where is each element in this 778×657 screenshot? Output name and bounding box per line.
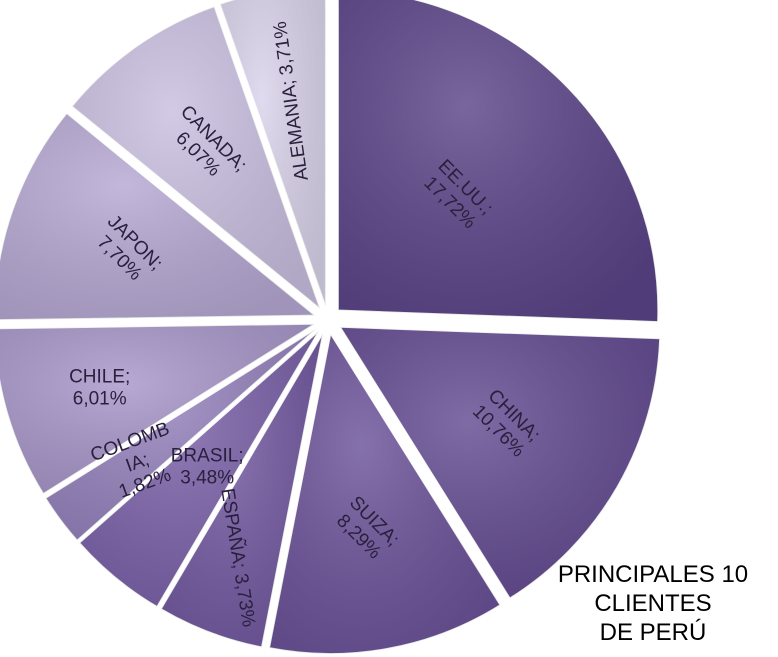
slice-chile-shading: [0, 323, 315, 494]
slice-espa-a: [159, 332, 324, 649]
slice-espa-a-shading: [161, 333, 324, 648]
chart-title-line-2: CLIENTES: [594, 590, 712, 617]
slice-japon: [0, 112, 317, 321]
chart-title-line-3: DE PERÚ: [599, 619, 707, 646]
slice-china: [338, 326, 661, 600]
slice-ee-uu-: [337, 0, 659, 323]
slice-suiza: [268, 331, 502, 655]
slice-brasil-shading: [79, 330, 320, 607]
slice-canada: [70, 5, 322, 311]
slice-brasil-label-line: 3,48%: [180, 468, 234, 489]
chart-title: PRINCIPALES 10 CLIENTES DE PERÚ: [528, 560, 778, 647]
slice-brasil-label: BRASIL; 3,48%: [171, 446, 244, 489]
slice-suiza-shading: [269, 333, 501, 654]
slice-alemania: [219, 0, 327, 307]
slice-chile-label-line: CHILE;: [69, 366, 130, 387]
slice-chile-label-line: 6,01%: [73, 388, 127, 409]
slice-japon-shading: [0, 113, 315, 320]
slice-brasil-label-line: BRASIL;: [171, 446, 244, 467]
pie-slices: [0, 0, 661, 655]
slice-alemania-shading: [220, 0, 326, 307]
slice-chile-label: CHILE; 6,01%: [69, 366, 130, 409]
slice-china-shading: [340, 327, 660, 599]
slice-brasil: [78, 330, 320, 608]
chart-title-line-1: PRINCIPALES 10: [557, 561, 749, 588]
slice-chile: [0, 323, 318, 495]
slice-canada-shading: [71, 6, 320, 309]
slice-colombia-shading: [45, 328, 317, 541]
slice-colombia: [44, 327, 318, 542]
slice-ee-uu--shading: [338, 0, 659, 322]
